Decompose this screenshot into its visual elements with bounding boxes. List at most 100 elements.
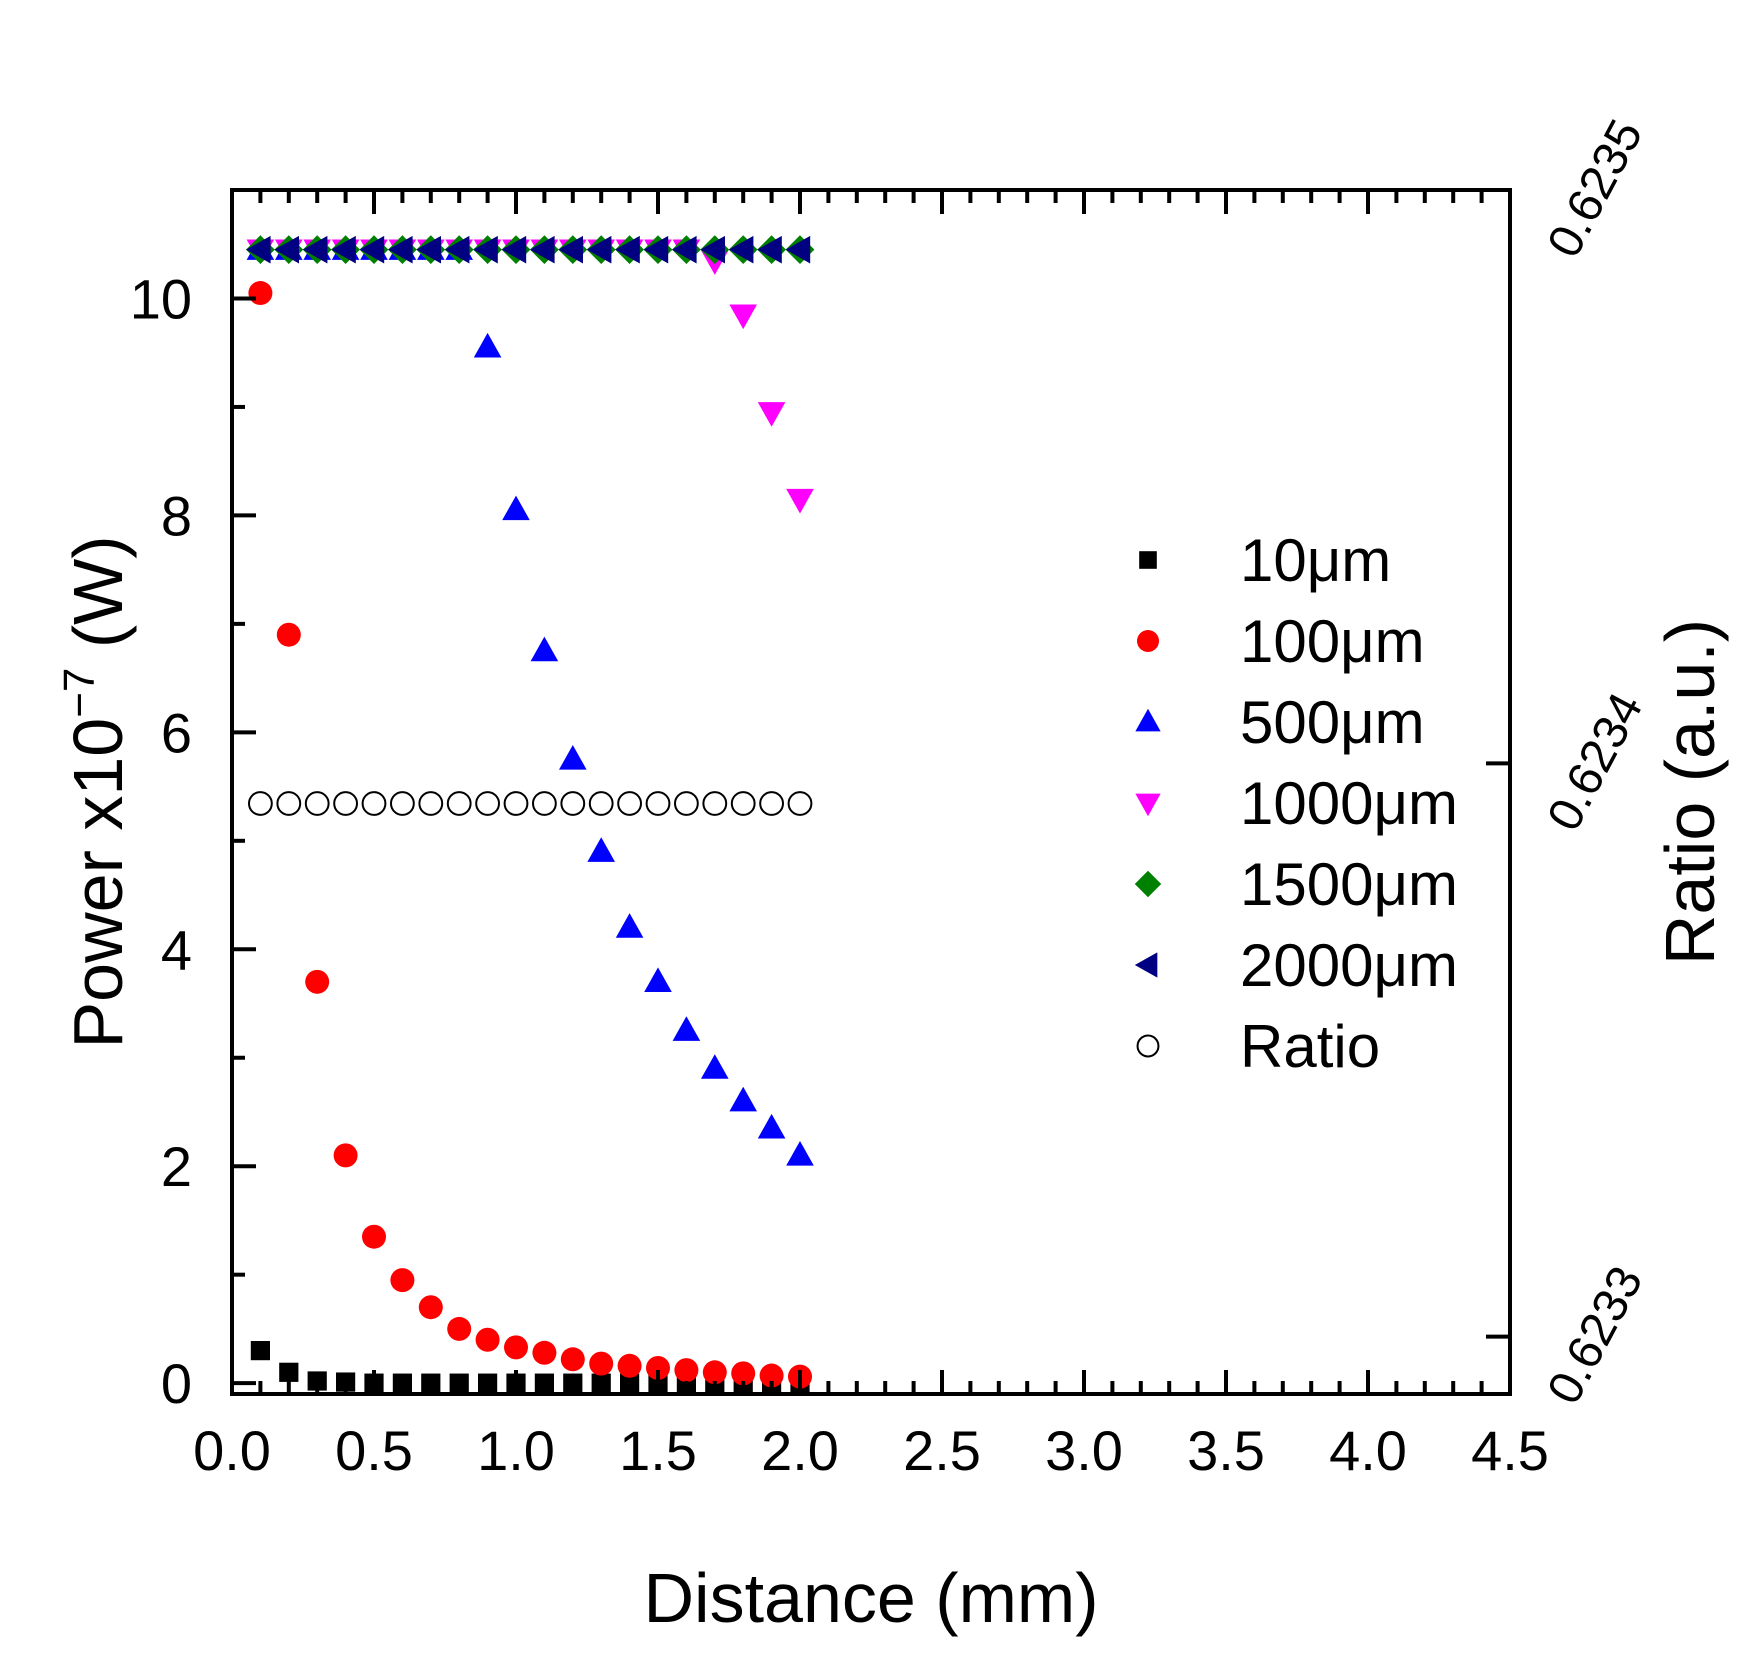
data-point-Ratio-2 <box>304 791 330 816</box>
data-point-500μm-19 <box>786 1140 814 1166</box>
legend-label-Ratio: Ratio <box>1240 1013 1380 1080</box>
data-point-2000μm-16 <box>700 235 725 264</box>
data-point-Ratio-12 <box>588 791 614 816</box>
data-point-2000μm-11 <box>558 235 583 264</box>
data-point-100μm-1 <box>276 622 301 647</box>
legend-label-100μm: 100μm <box>1240 608 1425 675</box>
y-axis-title-exponent: −7 <box>55 668 104 718</box>
data-point-Ratio-16 <box>702 791 728 816</box>
legend-label-1500μm: 1500μm <box>1240 851 1458 918</box>
data-point-10μm-2 <box>307 1371 327 1391</box>
data-point-500μm-16 <box>701 1054 729 1079</box>
data-point-Ratio-5 <box>390 791 415 816</box>
data-point-2000μm-19 <box>785 235 811 264</box>
y-axis-title-unit: (W) <box>59 535 137 667</box>
data-point-500μm-18 <box>757 1113 786 1139</box>
legend-item-Ratio: Ratio <box>1136 1013 1380 1080</box>
data-point-1000μm-18 <box>757 402 786 427</box>
data-point-Ratio-6 <box>418 791 444 816</box>
legend-marker-1500μm <box>1134 870 1162 898</box>
series-2000μm <box>246 235 811 264</box>
data-point-2000μm-14 <box>643 235 669 264</box>
x-axis-title: Distance (mm) <box>643 1559 1098 1637</box>
data-point-Ratio-11 <box>560 791 586 816</box>
legend-marker-Ratio <box>1136 1034 1160 1058</box>
data-point-100μm-7 <box>447 1316 472 1341</box>
legend-item-1000μm: 1000μm <box>1135 770 1458 837</box>
data-point-Ratio-0 <box>248 791 273 816</box>
legend-marker-100μm <box>1137 630 1159 652</box>
data-point-2000μm-12 <box>586 235 612 264</box>
data-point-100μm-12 <box>589 1351 614 1376</box>
data-point-100μm-11 <box>560 1347 585 1372</box>
y-axis-title: Power x10−7 (W) <box>55 535 137 1048</box>
data-point-500μm-8 <box>473 332 502 358</box>
data-point-Ratio-19 <box>787 791 813 816</box>
data-point-2000μm-6 <box>416 235 441 264</box>
data-point-100μm-17 <box>731 1361 756 1386</box>
data-point-1000μm-17 <box>729 304 757 330</box>
data-point-10μm-0 <box>250 1341 270 1361</box>
plot-frame <box>230 188 1512 1396</box>
x-tick-label: 4.0 <box>1329 1419 1407 1482</box>
marks-layer <box>246 235 815 1393</box>
legend: 10μm 100μm 500μm 1000μm 1500μm 2000μm Ratio <box>1134 527 1458 1080</box>
data-point-100μm-5 <box>390 1268 415 1293</box>
data-point-Ratio-10 <box>532 791 557 816</box>
data-point-Ratio-7 <box>446 791 472 816</box>
x-tick-label: 3.5 <box>1187 1419 1265 1482</box>
data-point-2000μm-5 <box>388 235 413 264</box>
data-point-100μm-10 <box>532 1340 557 1365</box>
x-tick-label: 0.5 <box>335 1419 413 1482</box>
data-point-100μm-18 <box>759 1363 784 1388</box>
data-point-2000μm-17 <box>728 235 754 264</box>
y-tick-label: 10 <box>130 267 192 330</box>
x-tick-label: 3.0 <box>1045 1419 1123 1482</box>
data-point-2000μm-1 <box>274 235 299 264</box>
data-point-2000μm-7 <box>444 235 470 264</box>
y-tick-label: 8 <box>161 484 192 547</box>
data-point-500μm-12 <box>587 837 615 862</box>
y-tick-label: 0 <box>161 1352 192 1415</box>
data-point-500μm-15 <box>672 1016 701 1041</box>
data-point-Ratio-4 <box>361 791 387 816</box>
data-point-Ratio-17 <box>730 791 756 816</box>
data-point-2000μm-0 <box>246 235 271 264</box>
legend-item-2000μm: 2000μm <box>1134 932 1458 999</box>
data-point-100μm-3 <box>333 1143 358 1168</box>
x-tick-label: 2.5 <box>903 1419 981 1482</box>
data-point-100μm-0 <box>248 281 273 306</box>
data-point-500μm-9 <box>502 495 530 521</box>
data-point-2000μm-10 <box>530 235 555 264</box>
data-point-100μm-15 <box>674 1358 699 1383</box>
data-point-500μm-17 <box>729 1086 757 1112</box>
data-point-Ratio-9 <box>503 791 529 816</box>
legend-marker-1000μm <box>1135 793 1161 817</box>
y-tick-label: 2 <box>161 1135 192 1198</box>
data-point-Ratio-3 <box>333 791 359 816</box>
data-point-100μm-4 <box>362 1224 386 1249</box>
legend-marker-500μm <box>1135 708 1161 732</box>
data-point-Ratio-8 <box>475 791 501 816</box>
legend-item-1500μm: 1500μm <box>1134 851 1458 918</box>
y-tick-label: 4 <box>161 918 192 981</box>
data-point-Ratio-15 <box>674 791 699 816</box>
data-point-2000μm-13 <box>615 235 640 264</box>
data-point-2000μm-2 <box>302 235 328 264</box>
data-point-2000μm-9 <box>501 235 527 264</box>
data-point-Ratio-18 <box>759 791 784 816</box>
x-tick-label: 0.0 <box>193 1419 271 1482</box>
data-point-500μm-10 <box>530 636 559 662</box>
y-tick-label: 6 <box>161 701 192 764</box>
x-tick-label: 1.0 <box>477 1419 555 1482</box>
data-point-Ratio-14 <box>645 791 671 816</box>
y2-axis-title: Ratio (a.u.) <box>1651 619 1729 965</box>
series-Ratio <box>248 791 813 816</box>
x-tick-label: 1.5 <box>619 1419 697 1482</box>
data-point-Ratio-1 <box>276 791 302 816</box>
data-point-2000μm-3 <box>331 235 356 264</box>
data-point-2000μm-18 <box>757 235 782 264</box>
legend-marker-10μm <box>1139 551 1157 569</box>
